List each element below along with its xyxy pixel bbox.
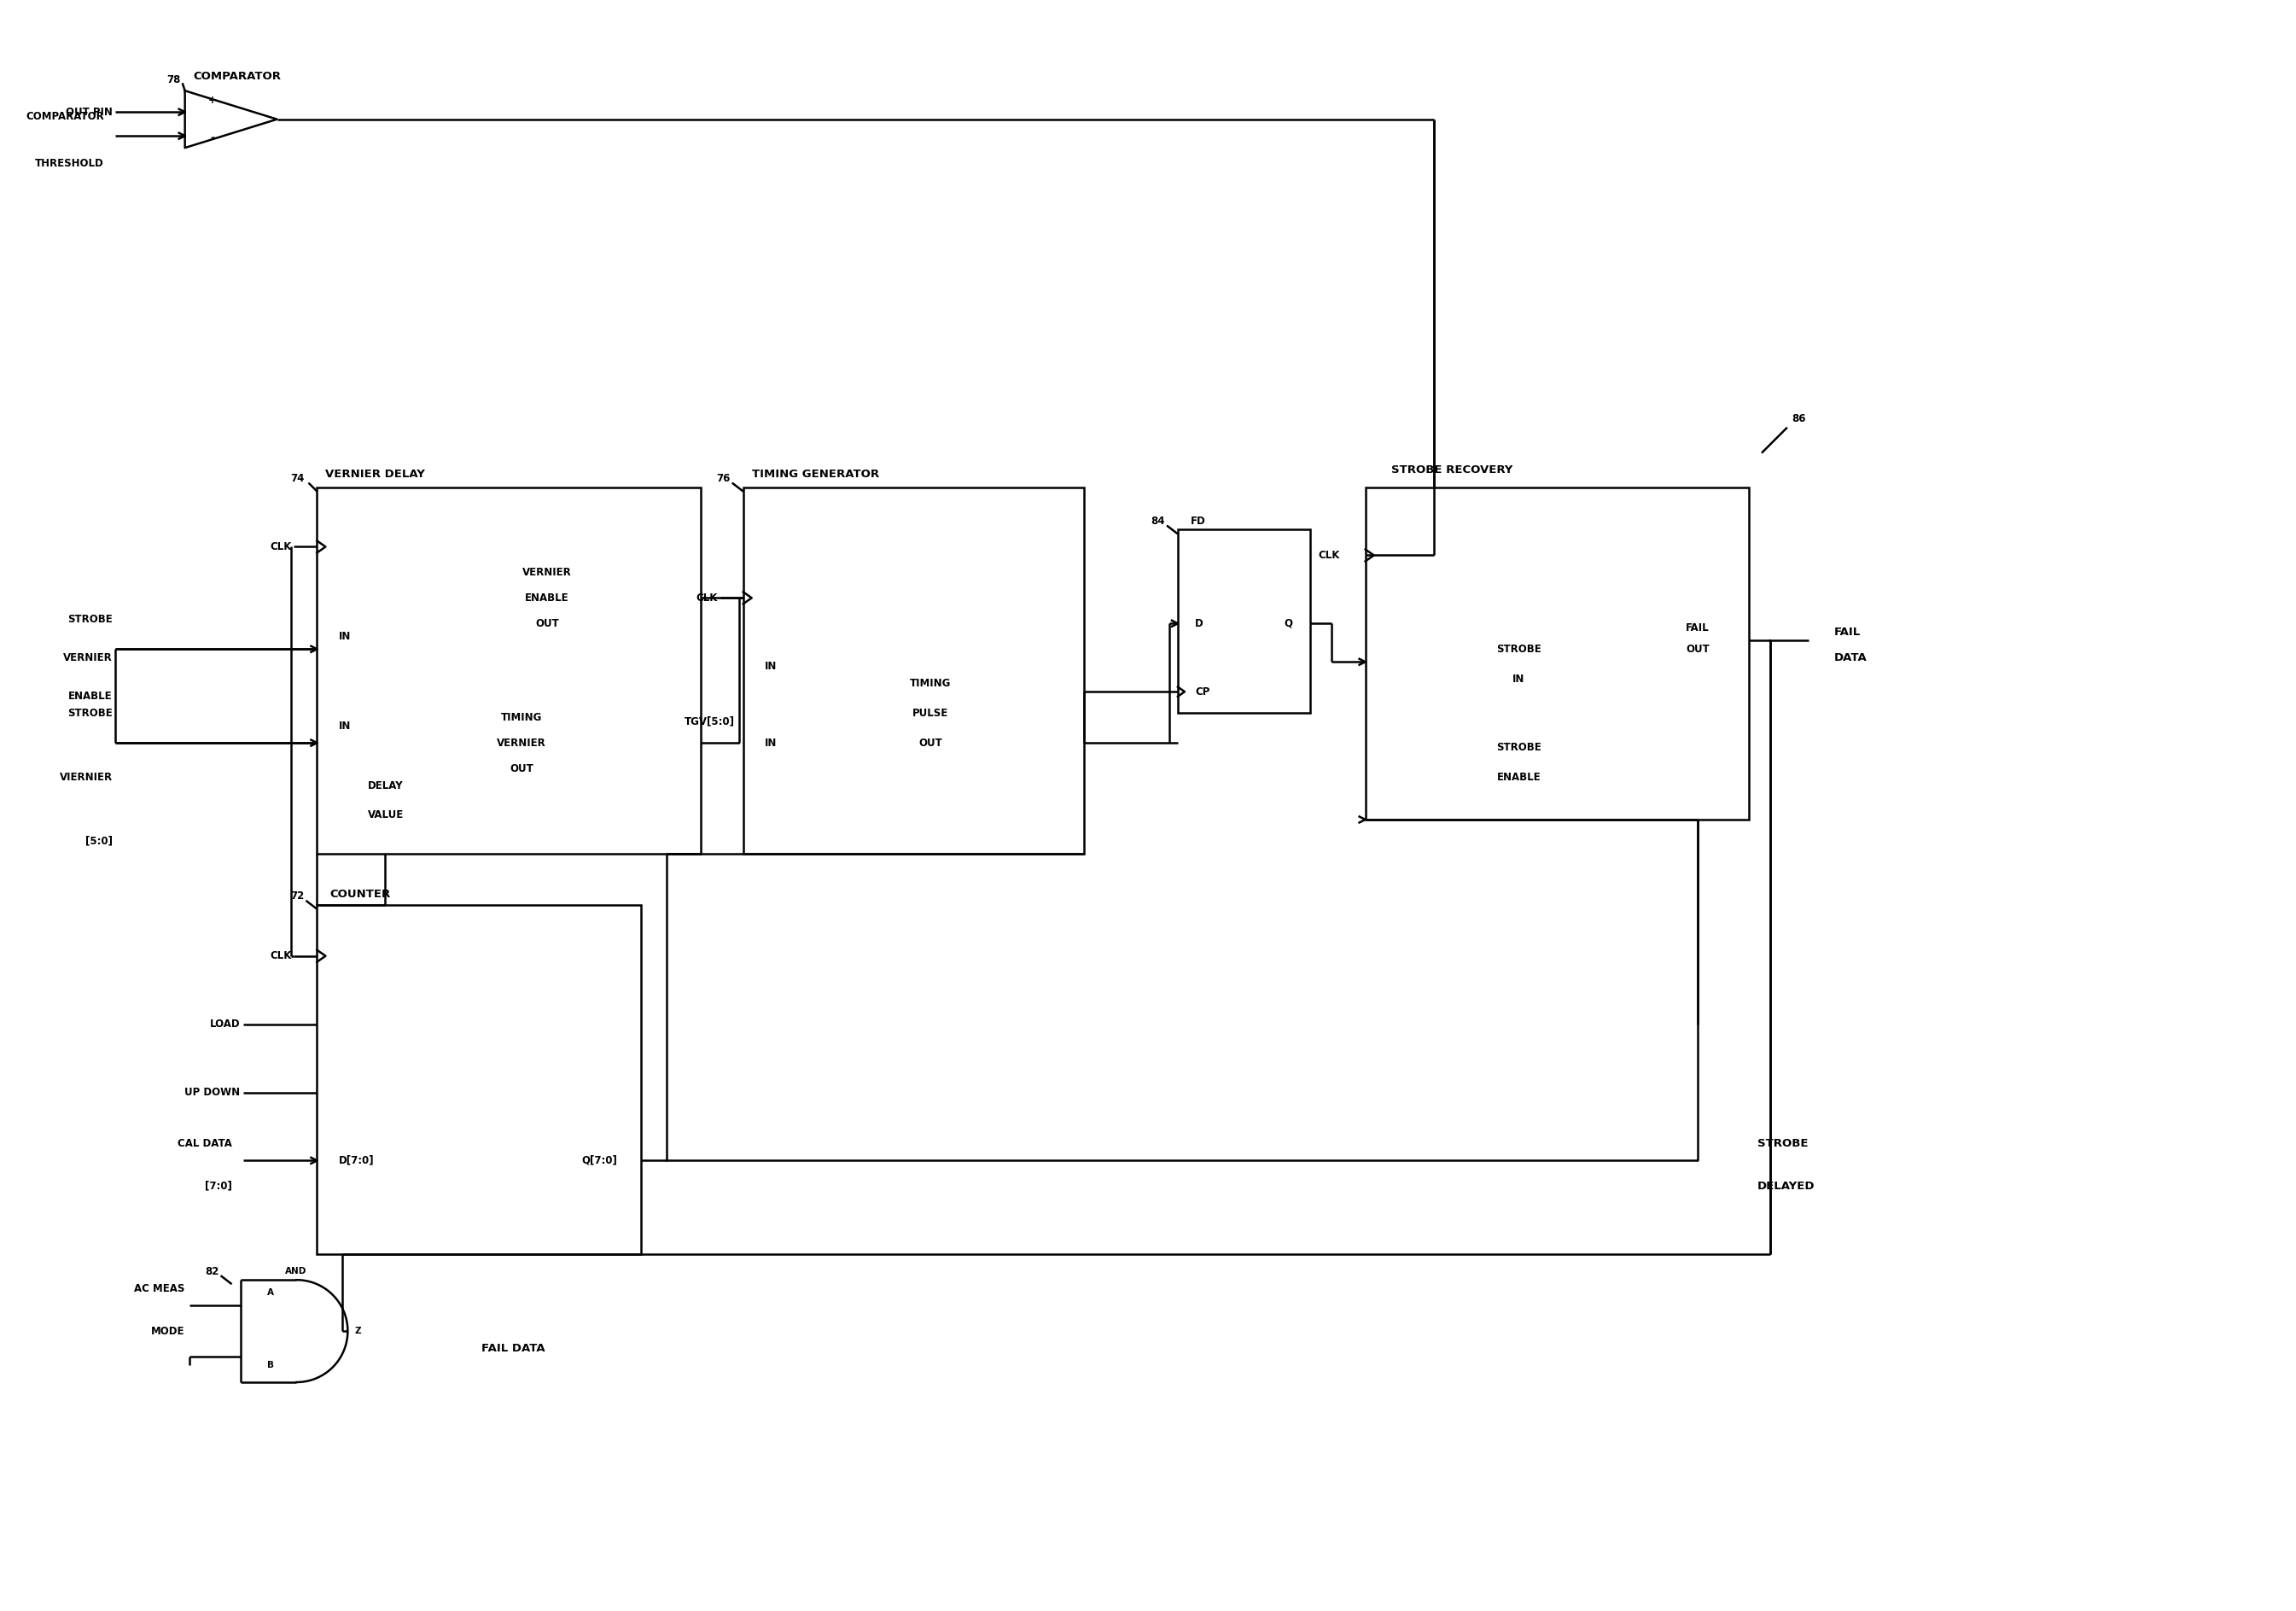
Text: DELAYED: DELAYED [1756, 1181, 1816, 1192]
Text: 72: 72 [289, 891, 305, 902]
Bar [1178, 530, 1311, 714]
Text: Q[7:0]: Q[7:0] [581, 1155, 618, 1166]
Text: ENABLE: ENABLE [1497, 772, 1541, 783]
Text: OUT: OUT [510, 764, 533, 773]
Text: STROBE: STROBE [1497, 643, 1541, 654]
Text: FD: FD [1192, 516, 1205, 527]
Text: STROBE: STROBE [67, 707, 113, 719]
Text: FAIL: FAIL [1835, 627, 1860, 638]
Text: A: A [266, 1289, 273, 1297]
Text: TIMING: TIMING [501, 712, 542, 723]
Text: [7:0]: [7:0] [204, 1181, 232, 1192]
Text: AC MEAS: AC MEAS [133, 1282, 186, 1294]
Text: COUNTER: COUNTER [331, 889, 390, 901]
Text: VIERNIER: VIERNIER [60, 772, 113, 783]
Text: D: D [1194, 619, 1203, 628]
Bar [744, 487, 1084, 854]
Text: OUT: OUT [535, 619, 558, 628]
Text: STROBE: STROBE [1497, 741, 1541, 752]
Bar [317, 487, 700, 854]
Text: 82: 82 [204, 1266, 218, 1278]
Bar [1366, 487, 1750, 820]
Text: 86: 86 [1791, 414, 1805, 424]
Text: PULSE: PULSE [912, 707, 948, 719]
Text: OUT: OUT [1685, 643, 1711, 654]
Text: DATA: DATA [1835, 652, 1867, 664]
Text: IN: IN [338, 632, 351, 641]
Text: FAIL: FAIL [1685, 622, 1711, 633]
Text: Z: Z [354, 1327, 360, 1336]
Text: FAIL DATA: FAIL DATA [482, 1342, 544, 1353]
Text: D[7:0]: D[7:0] [338, 1155, 374, 1166]
Text: CLK: CLK [271, 541, 292, 553]
Text: 76: 76 [716, 474, 730, 485]
Text: [5:0]: [5:0] [85, 836, 113, 846]
Text: OUT PIN: OUT PIN [67, 106, 113, 118]
Text: MODE: MODE [152, 1326, 186, 1337]
Text: THRESHOLD: THRESHOLD [34, 158, 103, 169]
Text: -: - [211, 132, 216, 143]
Text: CLK: CLK [696, 593, 719, 604]
Text: DELAY: DELAY [367, 780, 404, 791]
Text: IN: IN [1513, 673, 1525, 685]
Text: COMPARATOR: COMPARATOR [193, 71, 282, 82]
Text: 78: 78 [168, 74, 181, 85]
Text: STROBE: STROBE [67, 614, 113, 625]
Text: ENABLE: ENABLE [69, 691, 113, 701]
Text: VERNIER: VERNIER [496, 738, 546, 749]
Text: CP: CP [1194, 686, 1210, 698]
Text: ENABLE: ENABLE [526, 593, 569, 604]
Text: CLK: CLK [271, 950, 292, 962]
Text: Q: Q [1283, 619, 1293, 628]
Text: VERNIER: VERNIER [523, 567, 572, 578]
Text: UP DOWN: UP DOWN [184, 1087, 241, 1099]
Text: TIMING GENERATOR: TIMING GENERATOR [751, 469, 879, 480]
Text: VERNIER DELAY: VERNIER DELAY [326, 469, 425, 480]
Text: IN: IN [765, 738, 776, 749]
Bar [317, 905, 641, 1255]
Text: TGV[5:0]: TGV[5:0] [684, 715, 735, 727]
Text: +: + [209, 95, 216, 106]
Text: COMPARATOR: COMPARATOR [25, 111, 103, 122]
Text: TIMING: TIMING [909, 678, 951, 690]
Text: LOAD: LOAD [209, 1018, 241, 1029]
Text: IN: IN [765, 661, 776, 672]
Text: CAL DATA: CAL DATA [177, 1137, 232, 1149]
Text: 74: 74 [289, 474, 305, 485]
Text: STROBE: STROBE [1756, 1137, 1809, 1149]
Text: B: B [266, 1361, 273, 1369]
Text: OUT: OUT [918, 738, 944, 749]
Text: STROBE RECOVERY: STROBE RECOVERY [1391, 464, 1513, 475]
Text: VERNIER: VERNIER [64, 652, 113, 664]
Text: IN: IN [338, 720, 351, 731]
Text: 84: 84 [1150, 516, 1164, 527]
Text: AND: AND [285, 1268, 308, 1276]
Text: CLK: CLK [1318, 549, 1341, 561]
Text: VALUE: VALUE [367, 810, 404, 822]
